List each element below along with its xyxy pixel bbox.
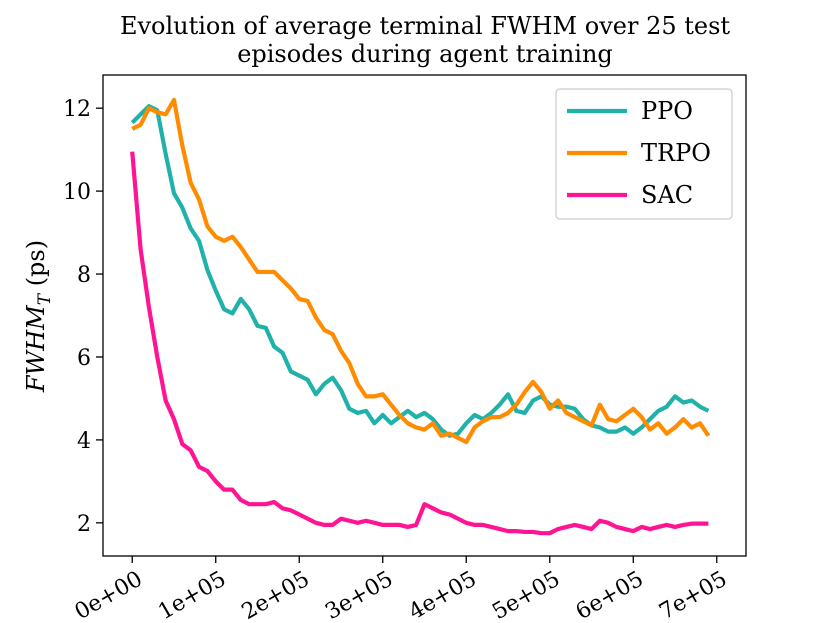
x-tick-label: 0e+00 bbox=[71, 567, 147, 623]
legend-label-ppo: PPO bbox=[641, 97, 693, 125]
x-tick-label: 2e+05 bbox=[238, 567, 314, 623]
legend: PPO TRPO SAC bbox=[555, 88, 733, 220]
x-tick-label: 7e+05 bbox=[655, 567, 731, 623]
y-tick-label: 8 bbox=[77, 263, 91, 288]
y-axis-label-subscript: T bbox=[35, 292, 55, 305]
series-line-sac bbox=[130, 151, 709, 536]
chart-title-line-1: Evolution of average terminal FWHM over … bbox=[120, 12, 730, 40]
y-axis: 2 4 6 8 10 12 bbox=[63, 97, 103, 537]
x-tick-label: 5e+05 bbox=[488, 567, 564, 623]
x-tick-label: 3e+05 bbox=[321, 567, 397, 623]
y-tick-label: 4 bbox=[77, 429, 91, 454]
series-line-trpo bbox=[131, 97, 711, 445]
x-tick-label: 4e+05 bbox=[405, 567, 481, 623]
legend-label-sac: SAC bbox=[641, 181, 693, 209]
series-lines bbox=[130, 97, 711, 536]
y-tick-label: 10 bbox=[63, 180, 91, 205]
legend-label-trpo: TRPO bbox=[641, 139, 711, 167]
y-axis-label-main: FWHM bbox=[22, 304, 50, 393]
y-axis-label: FWHMT (ps) bbox=[22, 240, 55, 393]
series-line-ppo bbox=[130, 103, 710, 438]
y-axis-label-unit: (ps) bbox=[22, 240, 50, 294]
y-tick-label: 6 bbox=[77, 346, 91, 371]
y-tick-label: 12 bbox=[63, 97, 91, 122]
x-tick-label: 6e+05 bbox=[572, 567, 648, 623]
x-axis: 0e+00 1e+05 2e+05 3e+05 4e+05 5e+05 6e+05 7e+05 bbox=[71, 556, 731, 623]
x-tick-label: 1e+05 bbox=[154, 567, 230, 623]
legend-box bbox=[555, 88, 733, 220]
plot-area-frame bbox=[102, 74, 747, 557]
y-tick-label: 2 bbox=[77, 512, 91, 537]
chart-title-line-2: episodes during agent training bbox=[237, 40, 613, 68]
